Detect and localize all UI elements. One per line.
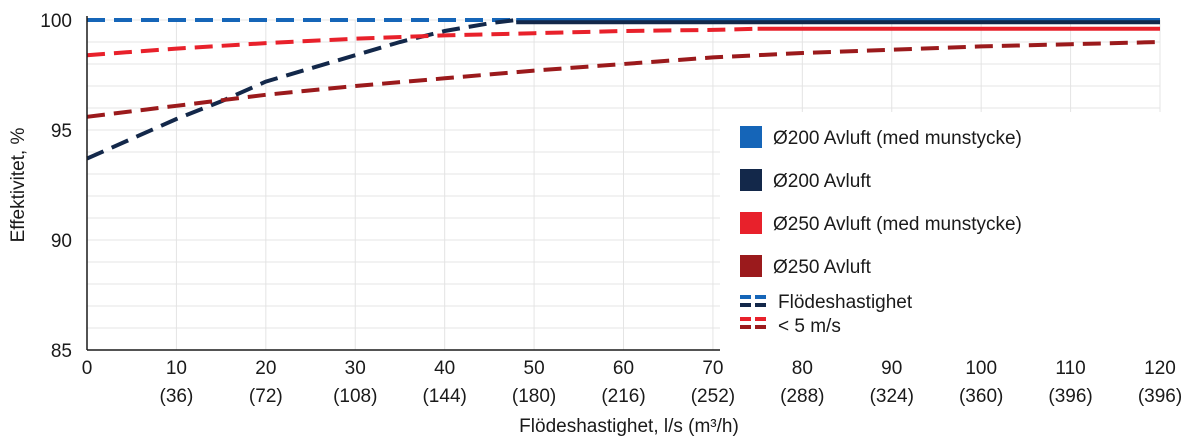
y-axis-title: Effektivitet, % (8, 128, 29, 243)
x-tick-label: 40 (434, 358, 455, 379)
legend-swatch (740, 126, 762, 148)
x-tick-label: 20 (255, 358, 276, 379)
x-tick-sublabel: (108) (333, 386, 377, 407)
x-tick-label: 60 (613, 358, 634, 379)
x-tick-sublabel: (252) (691, 386, 735, 407)
x-tick-label: 30 (345, 358, 366, 379)
series-line-2-dashed (86, 18, 517, 161)
legend-swatch (740, 255, 762, 277)
x-tick-sublabel: (288) (780, 386, 824, 407)
legend-label: Ø250 Avluft (773, 257, 872, 278)
x-axis-title: Flödeshastighet, l/s (m³/h) (519, 416, 739, 437)
x-tick-sublabel: (72) (249, 386, 283, 407)
x-tick-label: 90 (881, 358, 902, 379)
x-tick-label: 120 (1144, 358, 1176, 379)
y-tick-label: 95 (51, 121, 72, 142)
legend-dash-note: Flödeshastighet (778, 292, 913, 313)
legend-swatch (740, 169, 762, 191)
x-tick-sublabel: (396) (1048, 386, 1092, 407)
legend: Ø200 Avluft (med munstycke) Ø200 Avluft Ø2… (720, 112, 1170, 352)
y-tick-label: 100 (40, 11, 72, 32)
series-lines (86, 18, 1161, 161)
x-tick-label: 100 (965, 358, 997, 379)
x-tick-label: 50 (524, 358, 545, 379)
x-tick-sublabel: (144) (422, 386, 466, 407)
x-tick-label: 70 (702, 358, 723, 379)
x-tick-sublabel: (216) (601, 386, 645, 407)
legend-dash-note: < 5 m/s (778, 316, 841, 337)
x-tick-sublabel: (36) (160, 386, 194, 407)
x-tick-label: 80 (792, 358, 813, 379)
legend-label: Ø200 Avluft (med munstycke) (773, 128, 1022, 149)
x-tick-sublabel: (360) (959, 386, 1003, 407)
x-tick-label: 10 (166, 358, 187, 379)
legend-swatch (740, 212, 762, 234)
series-line-4-dashed (86, 40, 1161, 119)
y-tick-labels: 85 90 95 100 (40, 11, 72, 362)
legend-background (720, 112, 1170, 352)
x-tick-labels: 0 10 (36) 20 (72) 30 (108) 40 (144) 50 (180) 60 (216… (82, 358, 1182, 407)
series-line-3-dashed (86, 26, 758, 58)
legend-label: Ø200 Avluft (773, 171, 872, 192)
x-tick-sublabel: (180) (512, 386, 556, 407)
legend-label: Ø250 Avluft (med munstycke) (773, 214, 1022, 235)
x-tick-sublabel: (396) (1138, 386, 1182, 407)
x-tick-label: 110 (1055, 358, 1085, 379)
x-tick-sublabel: (324) (870, 386, 914, 407)
y-tick-label: 90 (51, 231, 72, 252)
x-tick-label: 0 (82, 358, 93, 379)
y-tick-label: 85 (51, 341, 72, 362)
